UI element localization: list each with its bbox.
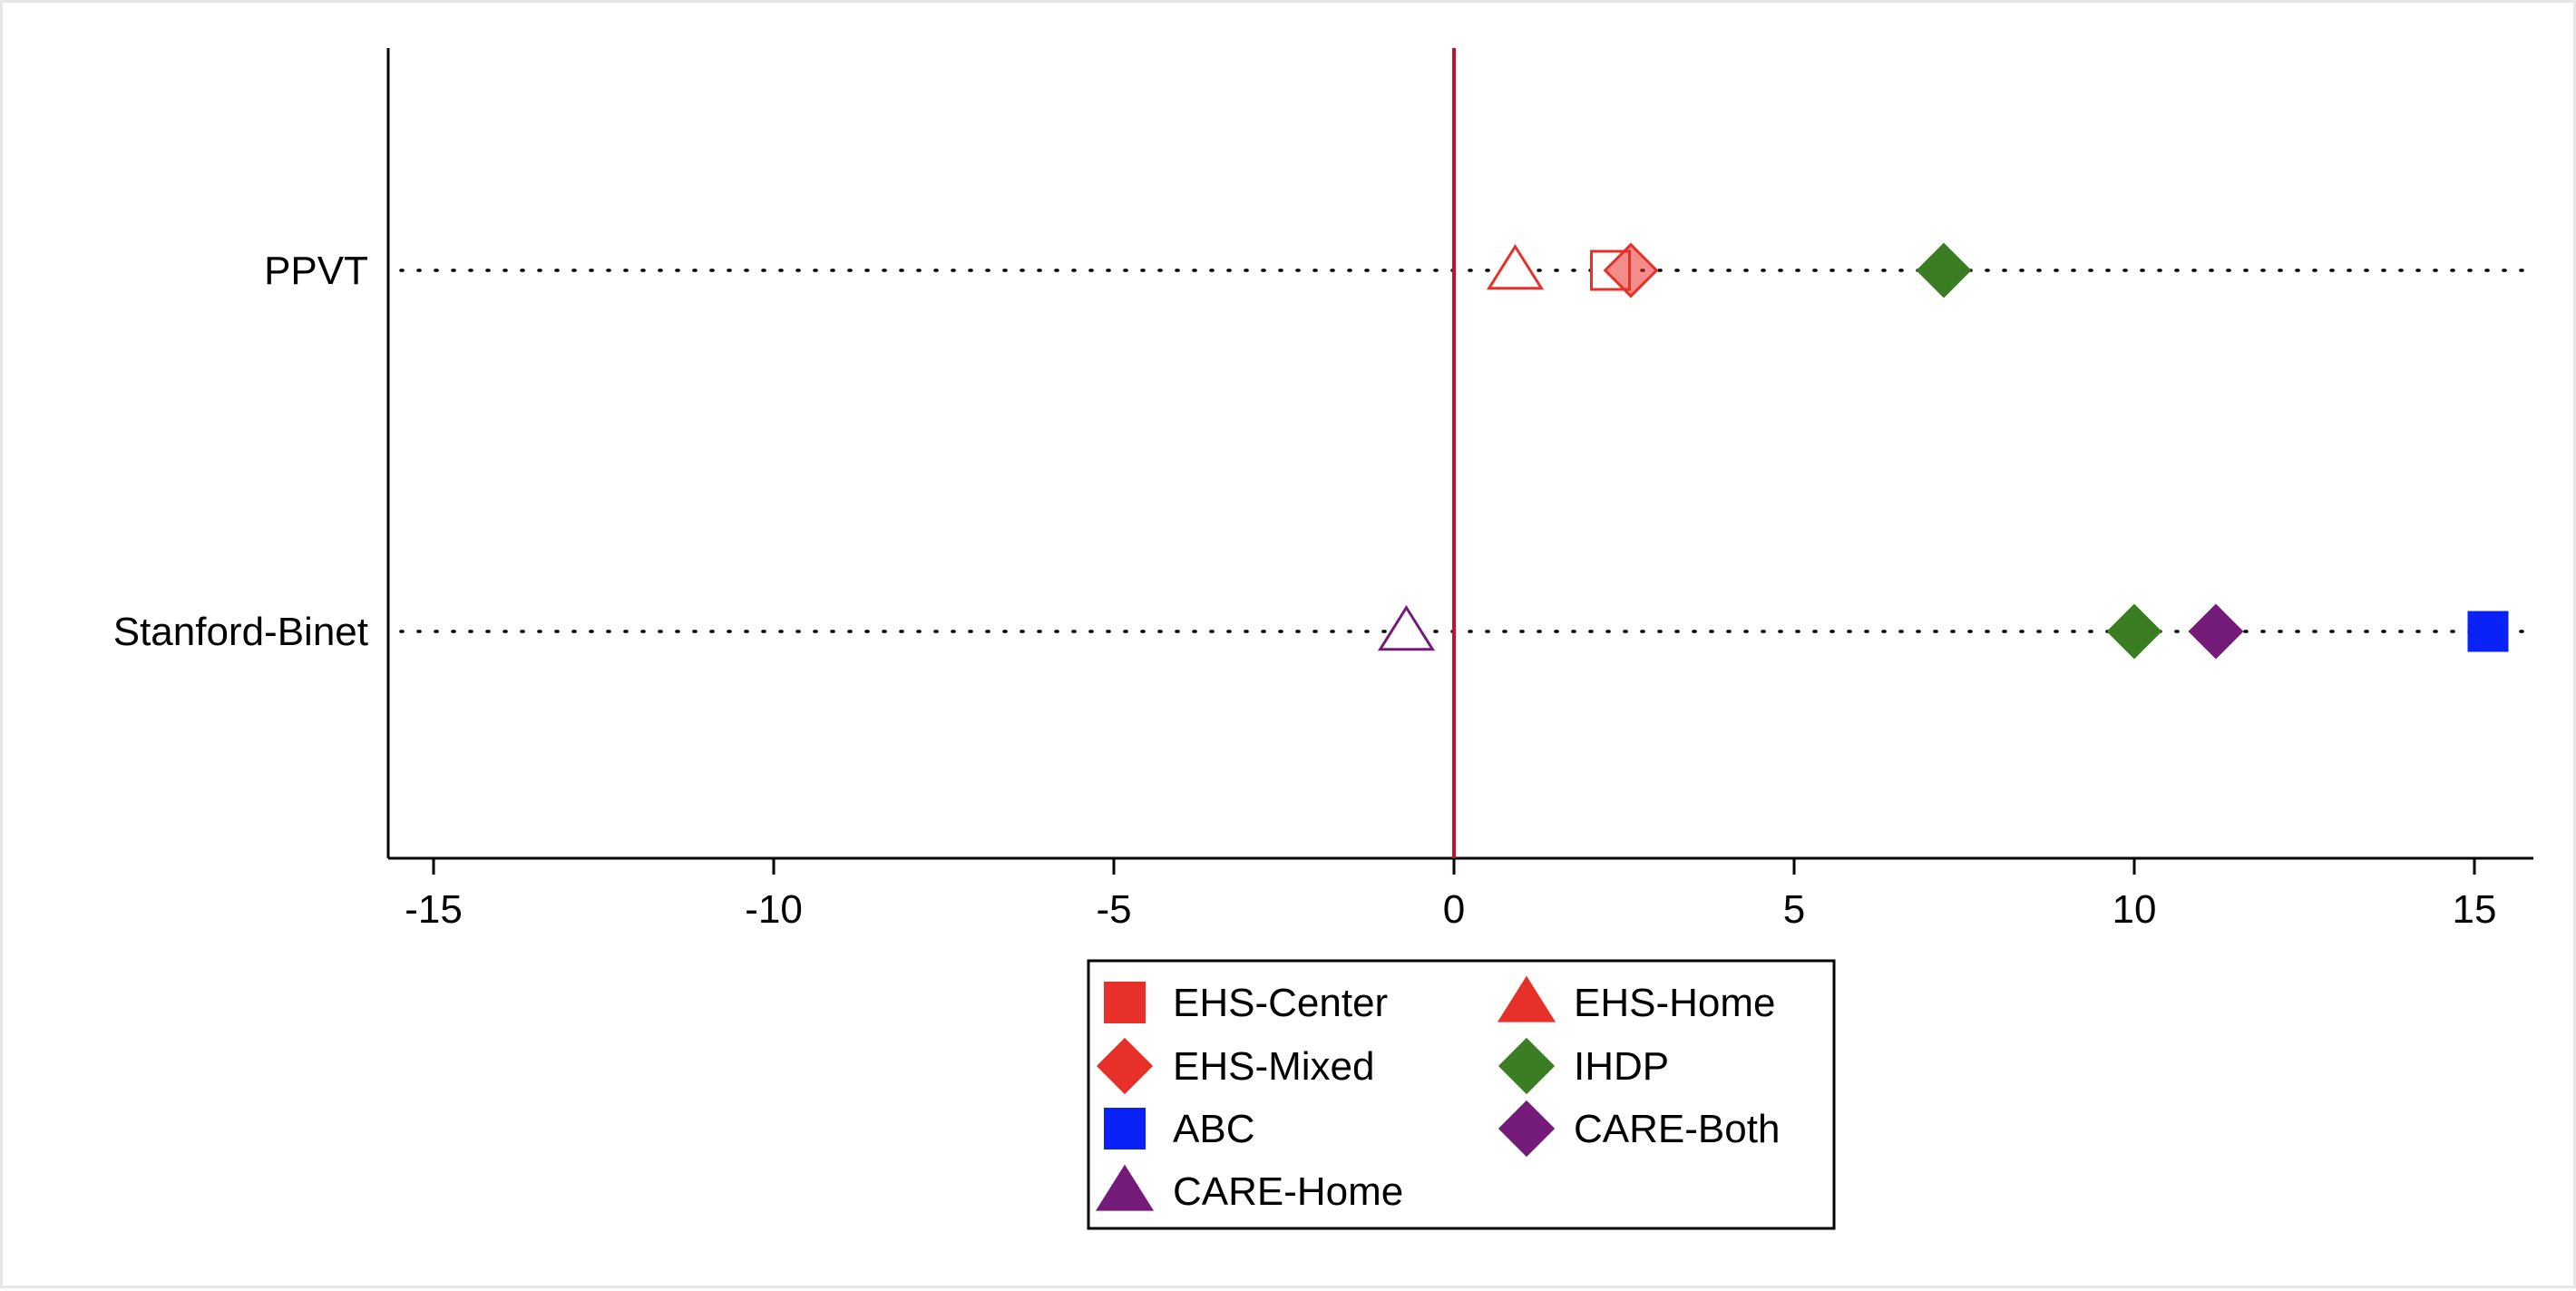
grid-layer bbox=[399, 269, 2532, 633]
y-tick-label: Stanford-Binet bbox=[113, 610, 368, 654]
legend-box bbox=[1087, 959, 1836, 1230]
legend-label: CARE-Both bbox=[1574, 1107, 1780, 1151]
legend-marker bbox=[1095, 1164, 1155, 1211]
legend-marker bbox=[1498, 1037, 1556, 1095]
legend-marker bbox=[1096, 1037, 1154, 1095]
data-point-layer bbox=[1377, 242, 2509, 660]
x-tick-label: -5 bbox=[1096, 887, 1131, 932]
legend-label: EHS-Mixed bbox=[1173, 1044, 1375, 1089]
data-point-ihdp bbox=[2106, 603, 2162, 660]
legend-marker bbox=[1497, 975, 1556, 1022]
legend-label: EHS-Center bbox=[1173, 981, 1388, 1025]
legend-marker bbox=[1104, 982, 1146, 1023]
legend-label: ABC bbox=[1173, 1107, 1254, 1151]
legend-label: IHDP bbox=[1574, 1044, 1669, 1089]
data-point-ihdp bbox=[1916, 242, 1972, 298]
legend-marker bbox=[1104, 1108, 1146, 1149]
x-tick-label: 5 bbox=[1783, 887, 1805, 932]
legend: EHS-Center EHS-Home EHS-Mixed IHDP ABC CARE-B… bbox=[1087, 959, 1836, 1230]
data-point-ehs-mixed bbox=[1603, 242, 1659, 298]
x-tick-layer: -15 -10 -5 0 5 10 15 bbox=[405, 858, 2496, 932]
data-point-ehs-home bbox=[1486, 243, 1545, 290]
legend-marker bbox=[1498, 1100, 1556, 1158]
y-tick-layer: PPVT Stanford-Binet bbox=[113, 249, 368, 654]
x-tick-label: 10 bbox=[2113, 887, 2157, 932]
data-point-abc bbox=[2467, 611, 2509, 652]
legend-label: CARE-Home bbox=[1173, 1169, 1403, 1214]
x-tick-label: 15 bbox=[2453, 887, 2497, 932]
x-tick-label: 0 bbox=[1443, 887, 1465, 932]
data-point-care-home bbox=[1377, 604, 1436, 651]
x-tick-label: -10 bbox=[745, 887, 803, 932]
x-tick-label: -15 bbox=[405, 887, 463, 932]
y-tick-label: PPVT bbox=[264, 249, 368, 293]
legend-label: EHS-Home bbox=[1574, 981, 1776, 1025]
forest-plot: PPVT Stanford-Binet -15 -10 -5 0 5 10 15 EHS-Ce… bbox=[113, 48, 2533, 1230]
data-point-care-both bbox=[2188, 603, 2244, 660]
